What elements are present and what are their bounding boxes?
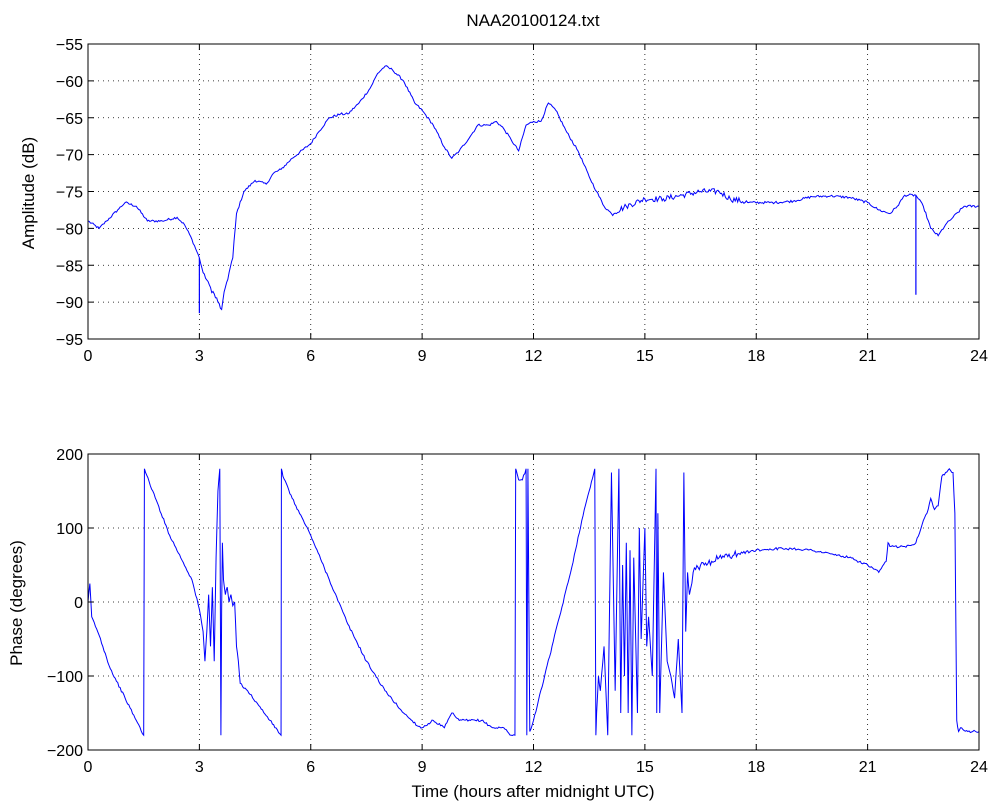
phase-x-tick-label: 18 [747,759,765,776]
phase-x-tick-label: 6 [306,759,315,776]
phase-y-tick-label: 100 [56,521,83,538]
amplitude-series-line [87,65,980,311]
phase-x-tick-label: 15 [636,759,654,776]
phase-x-tick-label: 21 [859,759,877,776]
phase-x-tick-label: 12 [525,759,543,776]
amplitude-x-tick-label: 15 [636,348,654,365]
amplitude-y-tick-label: −65 [56,111,83,128]
amplitude-x-tick-label: 0 [84,348,93,365]
amplitude-x-tick-label: 3 [195,348,204,365]
amplitude-y-tick-label: −90 [56,295,83,312]
amplitude-y-tick-label: −70 [56,148,83,165]
phase-y-tick-label: −100 [47,669,83,686]
amplitude-y-tick-label: −80 [56,221,83,238]
amplitude-plot: 0 3 6 9 12 15 18 21 24 −55 −60 −65 −70 −75 −80 −85 −90 −9… [56,37,988,365]
amplitude-y-tick-label: −95 [56,332,83,349]
chart-title: NAA20100124.txt [466,11,600,30]
phase-plot: 0 3 6 9 12 15 18 21 24 200 100 0 −100 −200 [47,447,988,776]
amplitude-y-tick-label: −85 [56,258,83,275]
phase-plot-x-axis-label: Time (hours after midnight UTC) [411,782,654,801]
amplitude-x-tick-label: 12 [525,348,543,365]
phase-x-tick-label: 24 [970,759,988,776]
phase-y-tick-label: 200 [56,447,83,464]
amplitude-x-tick-label: 24 [970,348,988,365]
phase-x-tick-label: 9 [418,759,427,776]
phase-x-tick-label: 0 [84,759,93,776]
amplitude-x-tick-label: 6 [306,348,315,365]
phase-y-tick-label: 0 [74,595,83,612]
amplitude-y-tick-label: −55 [56,37,83,54]
phase-plot-y-axis-label: Phase (degrees) [7,540,26,666]
amplitude-y-tick-label: −60 [56,74,83,91]
amplitude-plot-y-axis-label: Amplitude (dB) [19,137,38,249]
phase-x-tick-label: 3 [195,759,204,776]
amplitude-x-tick-label: 9 [418,348,427,365]
phase-series-line [87,468,980,737]
amplitude-y-tick-label: −75 [56,185,83,202]
amplitude-x-tick-label: 21 [859,348,877,365]
phase-y-tick-label: −200 [47,743,83,760]
amplitude-x-tick-label: 18 [747,348,765,365]
